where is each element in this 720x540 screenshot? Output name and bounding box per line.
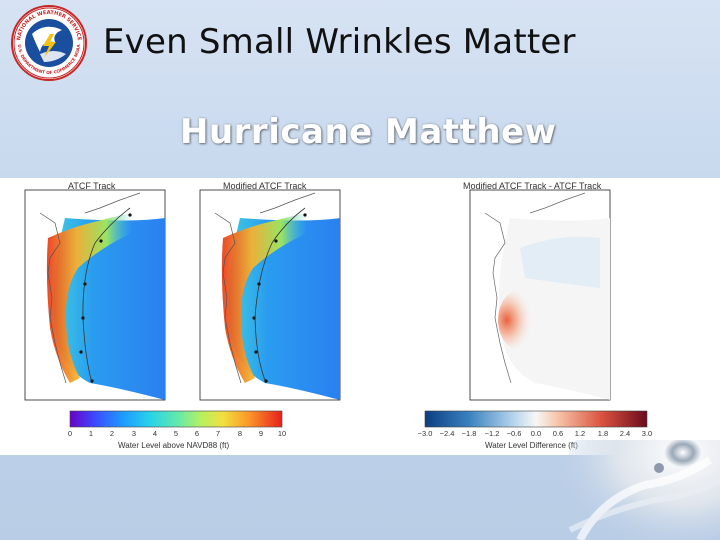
cbar1-tick: 9 [258,429,264,438]
cbar1-tick: 7 [215,429,221,438]
slide-title: Even Small Wrinkles Matter [103,22,576,62]
cbar2-tick: 3.0 [641,429,653,438]
cbar2-tick: 0.0 [530,429,542,438]
panel-title-atcf: ATCF Track [68,181,116,191]
map-panel-atcf [24,189,166,401]
cbar2-tick: 1.8 [597,429,609,438]
cbar1-tick: 3 [131,429,137,438]
cbar1-tick: 1 [88,429,94,438]
map-panel-modified [199,189,341,401]
cbar2-tick: 0.6 [552,429,564,438]
cbar1-tick: 6 [194,429,200,438]
cbar2-tick: −0.6 [506,429,522,438]
cbar1-tick: 8 [237,429,243,438]
nws-logo: NATIONAL WEATHER SERVICE U.S. DEPARTMENT… [11,5,87,81]
cbar2-tick: −2.4 [439,429,455,438]
panel-title-modified: Modified ATCF Track [223,181,307,191]
colorbar-difference [424,410,648,428]
cbar2-label: Water Level Difference (ft) [485,441,578,450]
model-comparison-figure: ATCF Track Modified ATCF Track Modified … [0,178,720,455]
cbar2-tick: 2.4 [619,429,631,438]
cbar2-tick: −3.0 [417,429,433,438]
colorbar-water-level [69,410,283,428]
cbar1-tick: 4 [152,429,158,438]
cbar1-tick: 2 [109,429,115,438]
cbar2-tick: −1.2 [484,429,500,438]
cbar2-tick: −1.8 [461,429,477,438]
cbar1-tick: 5 [173,429,179,438]
hurricane-satellite-image [565,440,720,540]
cbar2-tick: 1.2 [574,429,586,438]
map-panel-difference [469,189,611,401]
panel-title-difference: Modified ATCF Track - ATCF Track [463,181,602,191]
slide-subtitle: Hurricane Matthew [180,112,557,152]
cbar1-tick: 0 [67,429,73,438]
cbar1-tick: 10 [277,429,287,438]
cbar1-label: Water Level above NAVD88 (ft) [118,441,230,450]
map-panels [24,189,648,428]
